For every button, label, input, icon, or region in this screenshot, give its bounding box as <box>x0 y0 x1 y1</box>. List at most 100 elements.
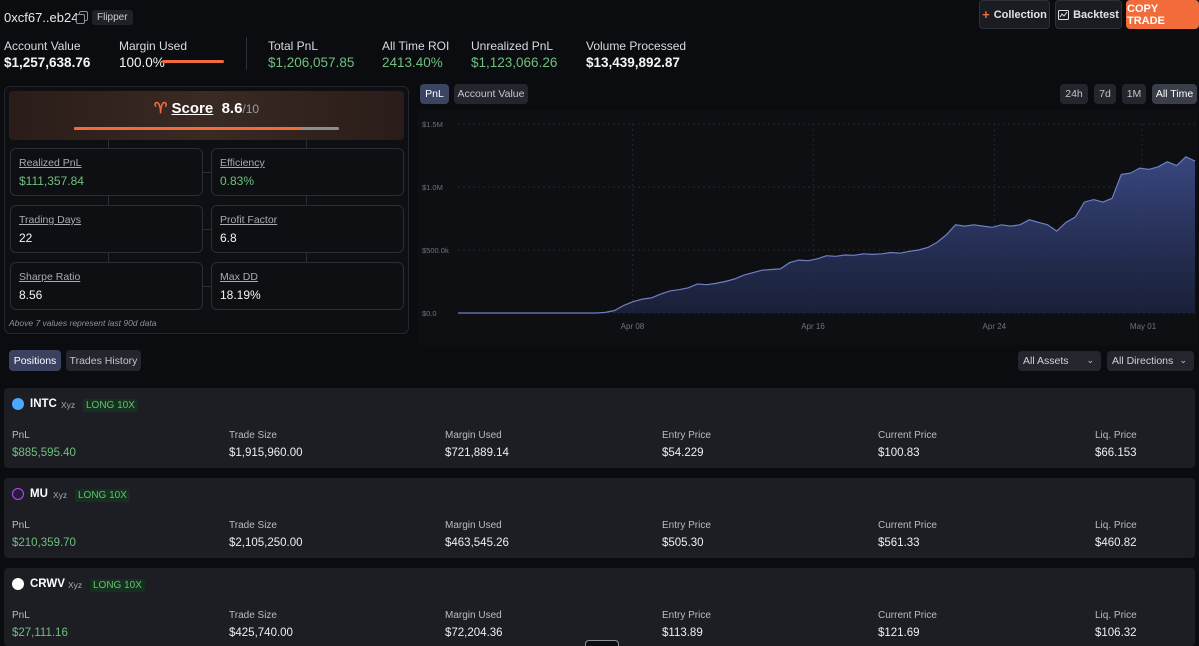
connector <box>108 140 109 149</box>
metrics-note: Above 7 values represent last 90d data <box>9 318 157 328</box>
margin-used-label: Margin Used <box>119 39 188 53</box>
score-logo-icon: ♈︎ <box>153 100 168 117</box>
intc-logo-icon <box>12 398 24 410</box>
position-pnl: $885,595.40 <box>12 447 76 459</box>
total-pnl-label: Total PnL <box>268 39 319 53</box>
position-pnl: $27,111.16 <box>12 627 68 639</box>
metric-profit-factor: Profit Factor 6.8 <box>211 205 404 253</box>
assets-filter[interactable]: All Assets ⌄ <box>1018 351 1101 371</box>
position-market: Xyz <box>53 490 68 500</box>
x-tick-label: Apr 08 <box>621 322 645 331</box>
unrealized-pnl-label: Unrealized PnL <box>471 39 554 53</box>
position-margin-used: $463,545.26 <box>445 537 509 549</box>
mu-logo-icon <box>12 488 24 500</box>
trader-tag: Flipper <box>92 10 133 25</box>
margin-used-bar <box>162 60 224 63</box>
metric-label[interactable]: Sharpe Ratio <box>19 271 81 283</box>
position-trade-size: $2,105,250.00 <box>229 537 303 549</box>
position-margin-used: $72,204.36 <box>445 627 503 639</box>
connector <box>203 229 211 230</box>
assets-filter-label: All Assets <box>1023 355 1069 367</box>
tab-account-value[interactable]: Account Value <box>454 84 528 104</box>
crwv-logo-icon <box>12 578 24 590</box>
position-liq-price: $106.32 <box>1095 627 1137 639</box>
position-current-price: $561.33 <box>878 537 920 549</box>
col-label-margin-used: Margin Used <box>445 520 502 531</box>
position-trade-size: $1,915,960.00 <box>229 447 303 459</box>
col-label-current-price: Current Price <box>878 520 937 531</box>
tab-trades-history[interactable]: Trades History <box>66 350 141 371</box>
col-label-liq-price: Liq. Price <box>1095 610 1137 621</box>
position-card-mu[interactable]: MU Xyz LONG 10X PnL Trade Size Margin Us… <box>4 478 1195 558</box>
x-tick-label: Apr 24 <box>983 322 1007 331</box>
metric-label[interactable]: Profit Factor <box>220 214 278 226</box>
col-label-trade-size: Trade Size <box>229 520 277 531</box>
col-label-current-price: Current Price <box>878 610 937 621</box>
position-margin-used: $721,889.14 <box>445 447 509 459</box>
score-progress-track <box>74 127 339 130</box>
position-liq-price: $460.82 <box>1095 537 1137 549</box>
range-1m[interactable]: 1M <box>1122 84 1146 104</box>
copy-trade-button[interactable]: COPY TRADE <box>1126 0 1199 29</box>
range-all-time[interactable]: All Time <box>1152 84 1197 104</box>
metric-label[interactable]: Realized PnL <box>19 157 82 169</box>
margin-used-value: 100.0% <box>119 55 165 70</box>
collection-label: Collection <box>993 8 1047 21</box>
metric-value: 18.19% <box>220 288 261 302</box>
score-word[interactable]: Score <box>171 100 214 117</box>
connector <box>108 196 109 205</box>
range-7d[interactable]: 7d <box>1094 84 1116 104</box>
total-pnl-value: $1,206,057.85 <box>268 55 355 70</box>
volume-value: $13,439,892.87 <box>586 55 680 70</box>
col-label-pnl: PnL <box>12 430 30 441</box>
metric-max-dd: Max DD 18.19% <box>211 262 404 310</box>
tab-positions[interactable]: Positions <box>9 350 61 371</box>
tab-pnl[interactable]: PnL <box>420 84 449 104</box>
roi-value: 2413.40% <box>382 55 443 70</box>
col-label-current-price: Current Price <box>878 430 937 441</box>
position-ticker: INTC <box>30 398 57 410</box>
position-ticker: CRWV <box>30 578 65 590</box>
unrealized-pnl-value: $1,123,066.26 <box>471 55 558 70</box>
connector <box>306 140 307 149</box>
connector <box>306 253 307 262</box>
col-label-pnl: PnL <box>12 610 30 621</box>
position-current-price: $121.69 <box>878 627 920 639</box>
position-ticker: MU <box>30 488 48 500</box>
position-card-intc[interactable]: INTC Xyz LONG 10X PnL Trade Size Margin … <box>4 388 1195 468</box>
x-tick-label: Apr 16 <box>801 322 825 331</box>
connector <box>203 172 211 173</box>
y-tick-label: $500.0k <box>422 246 449 255</box>
metric-label[interactable]: Max DD <box>220 271 258 283</box>
metric-label[interactable]: Trading Days <box>19 214 82 226</box>
metric-value: 6.8 <box>220 231 237 245</box>
pnl-line <box>458 156 1196 314</box>
collection-button[interactable]: + Collection <box>979 0 1050 29</box>
metric-label[interactable]: Efficiency <box>220 157 265 169</box>
scroll-indicator[interactable] <box>585 640 619 646</box>
position-entry-price: $54.229 <box>662 447 704 459</box>
score-progress-fill <box>74 127 302 130</box>
stats-divider <box>246 37 247 70</box>
chevron-down-icon: ⌄ <box>1086 355 1094 365</box>
connector <box>306 196 307 205</box>
directions-filter[interactable]: All Directions ⌄ <box>1107 351 1194 371</box>
backtest-button[interactable]: Backtest <box>1055 0 1122 29</box>
position-side-badge: LONG 10X <box>75 489 130 502</box>
position-market: Xyz <box>68 580 83 590</box>
account-value-label: Account Value <box>4 39 81 53</box>
score-panel: ♈︎ Score 8.6/10 <box>9 91 404 140</box>
copy-icon[interactable] <box>76 11 88 24</box>
chevron-down-icon: ⌄ <box>1179 355 1187 365</box>
wallet-address: 0xcf67..eb24 <box>4 10 79 25</box>
backtest-label: Backtest <box>1073 8 1119 21</box>
position-side-badge: LONG 10X <box>90 579 145 592</box>
position-market: Xyz <box>61 400 76 410</box>
score-heading: ♈︎ Score 8.6/10 <box>9 99 404 117</box>
position-card-crwv[interactable]: CRWV Xyz LONG 10X PnL Trade Size Margin … <box>4 568 1195 646</box>
volume-label: Volume Processed <box>586 39 687 53</box>
col-label-liq-price: Liq. Price <box>1095 520 1137 531</box>
connector <box>203 286 211 287</box>
score-out-of: /10 <box>242 102 260 116</box>
range-24h[interactable]: 24h <box>1060 84 1088 104</box>
